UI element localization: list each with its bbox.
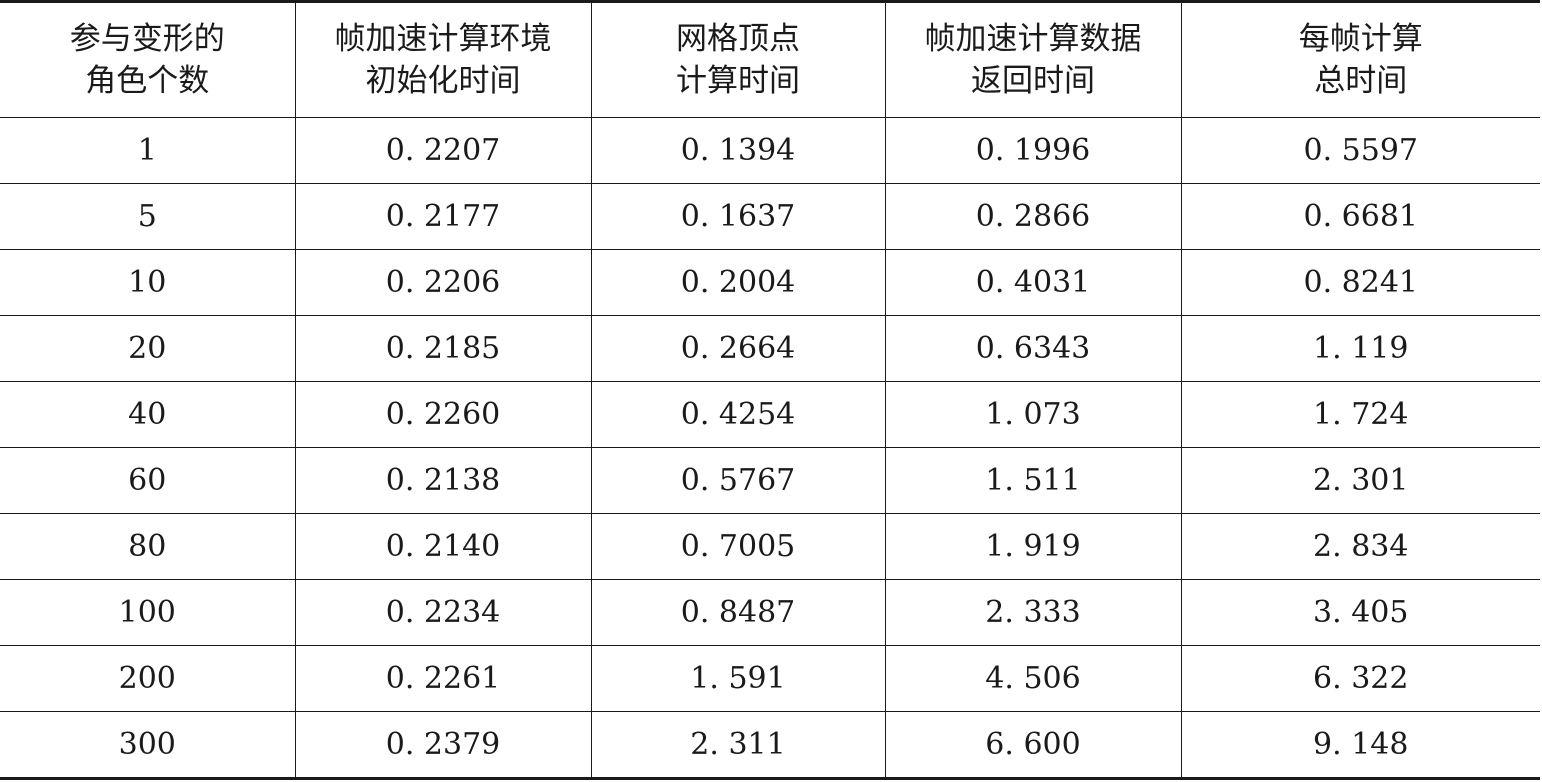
table-row: 80 0. 2140 0. 7005 1. 919 2. 834 (0, 513, 1540, 580)
cell-character-count: 20 (0, 315, 295, 382)
header-vertex-time: 网格顶点 计算时间 (590, 1, 885, 118)
table-row: 5 0. 2177 0. 1637 0. 2866 0. 6681 (0, 183, 1540, 250)
table-row: 10 0. 2206 0. 2004 0. 4031 0. 8241 (0, 249, 1540, 316)
cell-total-time: 2. 834 (1180, 513, 1540, 580)
cell-init-time: 0. 2140 (294, 513, 591, 580)
cell-character-count: 100 (0, 579, 295, 646)
cell-character-count: 300 (0, 711, 295, 779)
cell-return-time: 1. 511 (884, 447, 1181, 514)
table-row: 1 0. 2207 0. 1394 0. 1996 0. 5597 (0, 117, 1540, 184)
cell-vertex-time: 0. 1637 (590, 183, 885, 250)
cell-vertex-time: 0. 5767 (590, 447, 885, 514)
cell-init-time: 0. 2234 (294, 579, 591, 646)
cell-total-time: 6. 322 (1180, 645, 1540, 712)
cell-total-time: 0. 8241 (1180, 249, 1540, 316)
cell-vertex-time: 0. 4254 (590, 381, 885, 448)
header-total-time: 每帧计算 总时间 (1180, 1, 1540, 118)
cell-character-count: 80 (0, 513, 295, 580)
cell-character-count: 200 (0, 645, 295, 712)
table-row: 20 0. 2185 0. 2664 0. 6343 1. 119 (0, 315, 1540, 382)
cell-vertex-time: 1. 591 (590, 645, 885, 712)
cell-character-count: 5 (0, 183, 295, 250)
table-body: 1 0. 2207 0. 1394 0. 1996 0. 5597 5 0. 2… (0, 117, 1540, 779)
cell-return-time: 2. 333 (884, 579, 1181, 646)
cell-vertex-time: 0. 8487 (590, 579, 885, 646)
table-header: 参与变形的 角色个数 帧加速计算环境 初始化时间 网格顶点 计算时间 帧加速计算… (0, 1, 1540, 118)
cell-return-time: 1. 073 (884, 381, 1181, 448)
cell-character-count: 60 (0, 447, 295, 514)
cell-return-time: 4. 506 (884, 645, 1181, 712)
cell-character-count: 40 (0, 381, 295, 448)
table-row: 60 0. 2138 0. 5767 1. 511 2. 301 (0, 447, 1540, 514)
cell-total-time: 0. 6681 (1180, 183, 1540, 250)
cell-total-time: 2. 301 (1180, 447, 1540, 514)
cell-vertex-time: 0. 7005 (590, 513, 885, 580)
cell-return-time: 0. 4031 (884, 249, 1181, 316)
cell-init-time: 0. 2185 (294, 315, 591, 382)
table-row: 40 0. 2260 0. 4254 1. 073 1. 724 (0, 381, 1540, 448)
cell-return-time: 0. 1996 (884, 117, 1181, 184)
cell-init-time: 0. 2207 (294, 117, 591, 184)
cell-total-time: 1. 119 (1180, 315, 1540, 382)
cell-character-count: 10 (0, 249, 295, 316)
cell-init-time: 0. 2261 (294, 645, 591, 712)
table-row: 300 0. 2379 2. 311 6. 600 9. 148 (0, 711, 1540, 779)
cell-character-count: 1 (137, 133, 157, 168)
cell-vertex-time: 0. 2664 (590, 315, 885, 382)
cell-return-time: 6. 600 (884, 711, 1181, 779)
header-init-time: 帧加速计算环境 初始化时间 (294, 1, 591, 118)
header-row: 参与变形的 角色个数 帧加速计算环境 初始化时间 网格顶点 计算时间 帧加速计算… (0, 1, 1540, 118)
cell-total-time: 3. 405 (1180, 579, 1540, 646)
header-return-time: 帧加速计算数据 返回时间 (884, 1, 1181, 118)
cell-init-time: 0. 2177 (294, 183, 591, 250)
cell-init-time: 0. 2138 (294, 447, 591, 514)
cell-total-time: 1. 724 (1180, 381, 1540, 448)
cell-init-time: 0. 2206 (294, 249, 591, 316)
cell-init-time: 0. 2379 (294, 711, 591, 779)
table-row: 100 0. 2234 0. 8487 2. 333 3. 405 (0, 579, 1540, 646)
cell-total-time: 0. 5597 (1180, 117, 1540, 184)
cell-vertex-time: 0. 2004 (590, 249, 885, 316)
cell-total-time: 9. 148 (1180, 711, 1540, 779)
cell-return-time: 0. 2866 (884, 183, 1181, 250)
cell-return-time: 1. 919 (884, 513, 1181, 580)
table-row: 200 0. 2261 1. 591 4. 506 6. 322 (0, 645, 1540, 712)
cell-init-time: 0. 2260 (294, 381, 591, 448)
cell-return-time: 0. 6343 (884, 315, 1181, 382)
header-character-count: 参与变形的 角色个数 (0, 1, 295, 118)
cell-vertex-time: 2. 311 (590, 711, 885, 779)
cell-vertex-time: 0. 1394 (590, 117, 885, 184)
